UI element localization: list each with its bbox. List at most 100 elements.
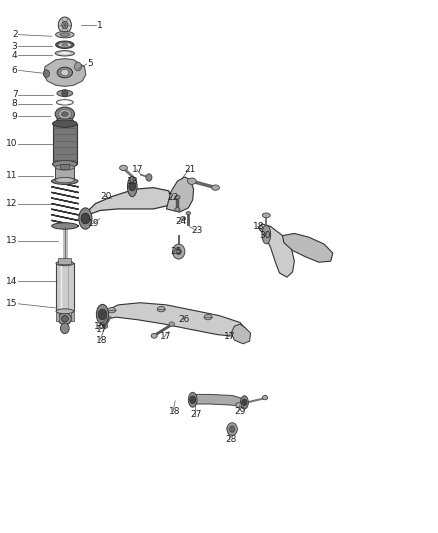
Polygon shape (258, 224, 294, 277)
Ellipse shape (55, 51, 74, 56)
Ellipse shape (60, 100, 70, 104)
Text: 27: 27 (191, 410, 202, 419)
Text: 16: 16 (94, 322, 106, 330)
Bar (56, 263, 74, 311)
Circle shape (43, 70, 49, 77)
Ellipse shape (56, 261, 74, 266)
Ellipse shape (175, 195, 180, 199)
Circle shape (146, 174, 152, 181)
Text: 11: 11 (6, 172, 18, 180)
Ellipse shape (53, 160, 77, 168)
Text: 8: 8 (12, 100, 18, 108)
Ellipse shape (59, 52, 71, 55)
Ellipse shape (127, 176, 137, 197)
Text: 21: 21 (185, 165, 196, 174)
Text: 17: 17 (95, 325, 107, 334)
Text: 12: 12 (6, 199, 18, 208)
Circle shape (176, 248, 181, 255)
Ellipse shape (61, 111, 68, 116)
Ellipse shape (187, 178, 196, 184)
Text: 17: 17 (160, 333, 171, 341)
Text: 3: 3 (12, 42, 18, 51)
Text: 26: 26 (179, 316, 190, 324)
Circle shape (74, 62, 81, 71)
Ellipse shape (212, 185, 219, 190)
Ellipse shape (55, 177, 74, 183)
Ellipse shape (236, 403, 242, 407)
Text: 17: 17 (132, 165, 144, 174)
Text: 18: 18 (127, 177, 138, 185)
Bar (55, 167, 74, 180)
Ellipse shape (56, 31, 74, 38)
Circle shape (58, 17, 71, 33)
Text: 20: 20 (100, 192, 111, 200)
Ellipse shape (169, 322, 174, 326)
Text: 10: 10 (6, 140, 18, 148)
Ellipse shape (120, 165, 127, 171)
Ellipse shape (175, 207, 180, 211)
Text: 15: 15 (6, 300, 18, 308)
Circle shape (227, 423, 237, 435)
Text: 6: 6 (12, 66, 18, 75)
Text: 2: 2 (12, 30, 18, 39)
Text: 25: 25 (171, 247, 182, 256)
Polygon shape (231, 324, 251, 344)
Ellipse shape (262, 213, 270, 217)
Ellipse shape (57, 100, 73, 105)
Circle shape (230, 426, 235, 432)
Polygon shape (283, 233, 333, 262)
Ellipse shape (188, 392, 197, 407)
Text: 1: 1 (97, 21, 103, 29)
Ellipse shape (58, 43, 71, 47)
Ellipse shape (61, 69, 69, 76)
Polygon shape (84, 188, 172, 220)
Bar (60, 164, 69, 169)
Text: 18: 18 (253, 222, 265, 231)
Circle shape (98, 309, 107, 320)
Text: 24: 24 (175, 217, 187, 225)
Ellipse shape (102, 324, 108, 328)
Text: 13: 13 (6, 237, 18, 245)
Ellipse shape (56, 118, 74, 124)
Ellipse shape (262, 225, 271, 244)
Text: 29: 29 (234, 407, 246, 416)
Ellipse shape (204, 314, 212, 320)
Text: 7: 7 (12, 91, 18, 99)
Text: 5: 5 (88, 60, 93, 68)
Text: 4: 4 (12, 51, 18, 60)
Circle shape (62, 90, 68, 97)
Ellipse shape (56, 41, 74, 49)
Text: 18: 18 (95, 336, 107, 344)
Ellipse shape (240, 395, 248, 409)
Circle shape (129, 182, 136, 191)
Ellipse shape (53, 120, 77, 127)
Text: 28: 28 (226, 435, 237, 444)
Polygon shape (44, 59, 86, 86)
Circle shape (190, 396, 196, 403)
Ellipse shape (52, 223, 78, 229)
Ellipse shape (79, 208, 92, 229)
Bar (56, 312, 59, 321)
Bar (53, 124, 77, 164)
Ellipse shape (262, 395, 268, 400)
Polygon shape (166, 177, 194, 212)
Circle shape (60, 323, 69, 334)
Ellipse shape (56, 309, 74, 313)
Ellipse shape (57, 90, 73, 96)
Ellipse shape (57, 67, 73, 78)
Text: 14: 14 (6, 277, 18, 286)
Circle shape (81, 213, 90, 224)
Ellipse shape (186, 212, 191, 215)
Ellipse shape (62, 44, 68, 46)
Circle shape (173, 244, 185, 259)
Ellipse shape (180, 216, 186, 221)
Polygon shape (101, 303, 246, 337)
Circle shape (242, 399, 247, 406)
Circle shape (62, 21, 68, 29)
Ellipse shape (108, 308, 116, 313)
Text: 9: 9 (12, 112, 18, 120)
Text: 22: 22 (167, 193, 179, 201)
Ellipse shape (55, 165, 74, 170)
Ellipse shape (157, 306, 165, 312)
Text: 19: 19 (88, 220, 99, 228)
